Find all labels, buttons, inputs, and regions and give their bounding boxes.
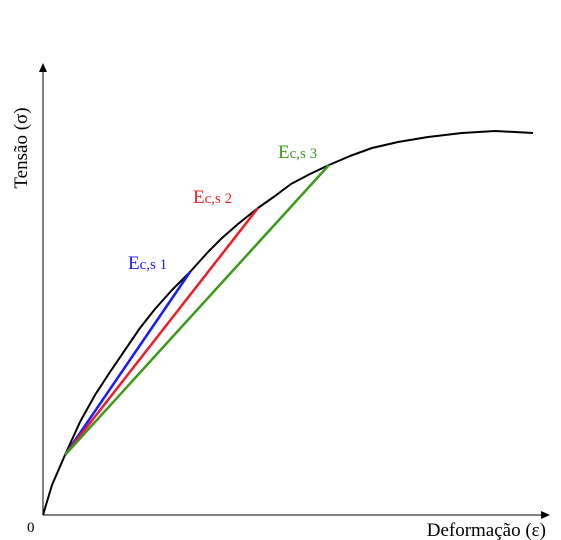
secant-label-2-main: E <box>193 187 205 208</box>
secant-label-3-main: E <box>278 142 290 163</box>
secant-label-2-sub: c,s 2 <box>205 191 233 207</box>
secant-label-1-main: E <box>128 253 140 274</box>
secant-label-1-sub: c,s 1 <box>140 257 168 273</box>
secant-line-2 <box>64 207 259 456</box>
secant-label-3: Ec,s 3 <box>278 142 317 163</box>
y-axis-label: Tensão (σ) <box>11 107 32 188</box>
secant-label-2: Ec,s 2 <box>193 187 232 208</box>
stress-strain-curve <box>42 130 534 516</box>
secant-label-3-sub: c,s 3 <box>290 146 318 162</box>
x-axis-label: Deformação (ε) <box>427 520 546 540</box>
origin-label: 0 <box>27 520 35 536</box>
secant-line-1 <box>63 271 192 456</box>
secant-label-1: Ec,s 1 <box>128 253 167 274</box>
secant-line-3 <box>64 164 330 456</box>
